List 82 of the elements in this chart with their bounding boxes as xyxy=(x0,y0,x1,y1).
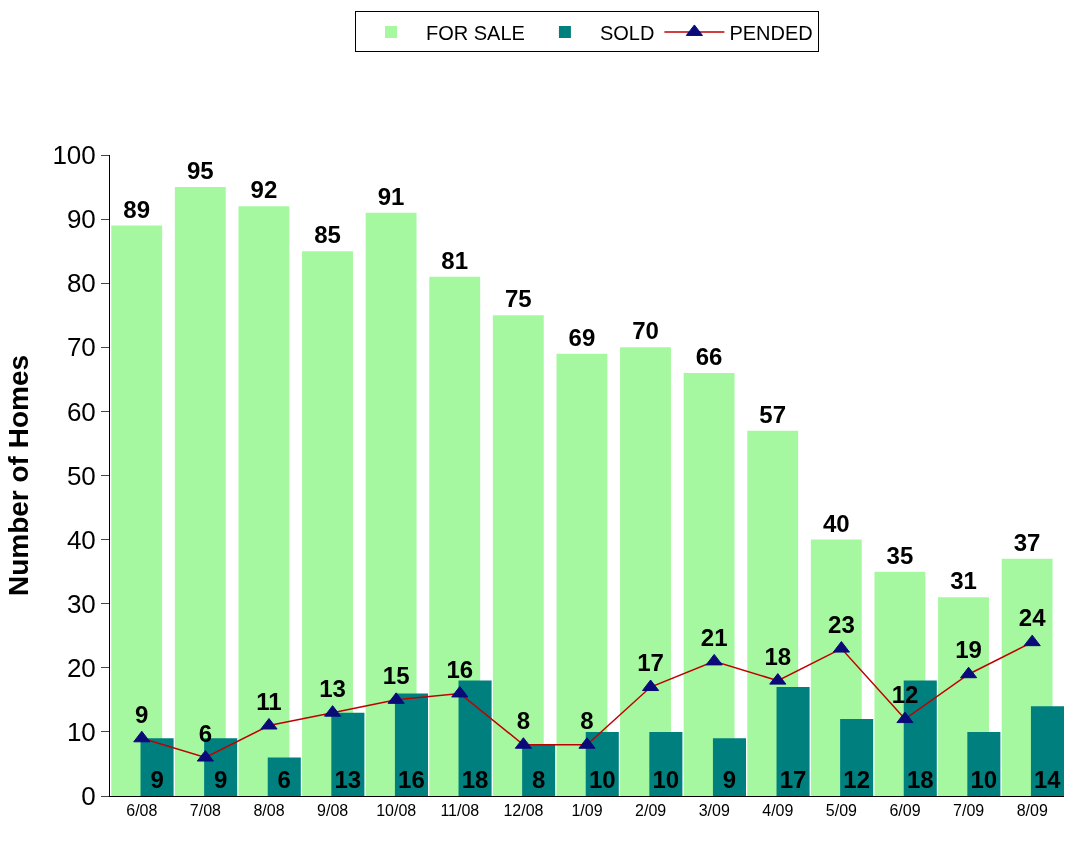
data-label: 10 xyxy=(588,766,616,793)
bar xyxy=(712,738,746,796)
x-tick-label: 6/09 xyxy=(889,802,921,820)
legend-label: PENDED xyxy=(729,21,813,44)
data-label: 70 xyxy=(632,317,659,345)
data-label: 18 xyxy=(906,766,934,793)
data-label: 16 xyxy=(446,655,474,683)
data-label: 14 xyxy=(1033,766,1062,794)
data-label: 8 xyxy=(580,706,594,734)
bar xyxy=(492,315,544,796)
data-label: 95 xyxy=(186,157,214,185)
data-label: 10 xyxy=(652,766,680,793)
data-label: 12 xyxy=(843,766,871,793)
bar xyxy=(683,372,735,796)
data-label: 11 xyxy=(256,687,282,715)
data-label: 89 xyxy=(123,195,151,223)
data-label: 18 xyxy=(461,766,489,793)
data-label: 69 xyxy=(568,323,596,351)
y-tick-label: 10 xyxy=(66,717,96,747)
data-label: 13 xyxy=(319,674,346,702)
x-tick-label: 8/08 xyxy=(253,802,285,820)
y-tick-label: 40 xyxy=(66,524,96,555)
data-label: 17 xyxy=(779,766,807,793)
data-label: 17 xyxy=(637,649,664,677)
data-label: 16 xyxy=(398,766,425,793)
x-tick-label: 2/09 xyxy=(635,802,667,820)
data-label: 75 xyxy=(504,285,532,313)
data-label: 66 xyxy=(695,342,723,370)
data-label: 18 xyxy=(764,642,792,670)
data-label: 8 xyxy=(516,706,531,734)
bar xyxy=(840,719,874,796)
data-label: 91 xyxy=(377,182,405,210)
y-tick-label: 50 xyxy=(66,460,96,491)
data-label: 40 xyxy=(822,509,850,537)
x-tick-label: 10/08 xyxy=(376,802,417,820)
legend-label: SOLD xyxy=(599,21,655,44)
x-tick-label: 5/09 xyxy=(825,802,858,820)
x-tick-label: 8/09 xyxy=(1016,802,1048,820)
data-label: 21 xyxy=(700,623,728,651)
x-tick-label: 11/08 xyxy=(440,802,480,820)
data-label: 24 xyxy=(1018,604,1047,632)
y-tick-label: 20 xyxy=(66,652,96,683)
bar xyxy=(1030,706,1064,796)
bar xyxy=(174,187,226,796)
data-label: 81 xyxy=(441,246,469,274)
data-label: 37 xyxy=(1013,528,1041,556)
x-tick-label: 1/09 xyxy=(571,802,603,820)
data-label: 9 xyxy=(722,766,737,793)
data-label: 13 xyxy=(334,766,362,793)
data-label: 9 xyxy=(150,766,164,793)
data-label: 31 xyxy=(950,567,977,595)
x-tick-label: 6/08 xyxy=(126,802,158,820)
data-label: 92 xyxy=(250,176,278,204)
x-tick-label: 7/09 xyxy=(953,802,985,820)
x-tick-label: 12/08 xyxy=(503,802,544,820)
y-tick-label: 80 xyxy=(66,268,96,299)
bar xyxy=(111,225,163,796)
x-tick-label: 3/09 xyxy=(698,802,730,820)
data-label: 35 xyxy=(886,541,914,569)
y-tick-label: 60 xyxy=(66,396,96,427)
y-tick-label: 70 xyxy=(66,332,96,363)
data-label: 8 xyxy=(531,766,546,793)
data-label: 9 xyxy=(213,766,228,793)
y-tick-label: 100 xyxy=(52,140,96,171)
y-tick-label: 0 xyxy=(81,781,96,812)
bar xyxy=(238,206,290,796)
y-axis-title: Number of Homes xyxy=(3,354,35,597)
y-tick-label: 90 xyxy=(66,204,96,235)
data-label: 9 xyxy=(135,700,149,728)
data-label: 85 xyxy=(314,221,341,249)
data-label: 6 xyxy=(277,766,291,793)
y-tick-label: 30 xyxy=(66,588,96,619)
bar xyxy=(776,687,810,796)
x-tick-label: 9/08 xyxy=(317,802,349,820)
x-tick-label: 4/09 xyxy=(762,802,794,820)
data-label: 19 xyxy=(955,636,982,664)
x-tick-label: 7/08 xyxy=(189,802,222,820)
legend-label: FOR SALE xyxy=(426,21,525,44)
data-label: 10 xyxy=(970,766,998,793)
data-label: 15 xyxy=(382,662,410,690)
data-label: 57 xyxy=(759,400,787,428)
data-label: 23 xyxy=(828,610,855,638)
